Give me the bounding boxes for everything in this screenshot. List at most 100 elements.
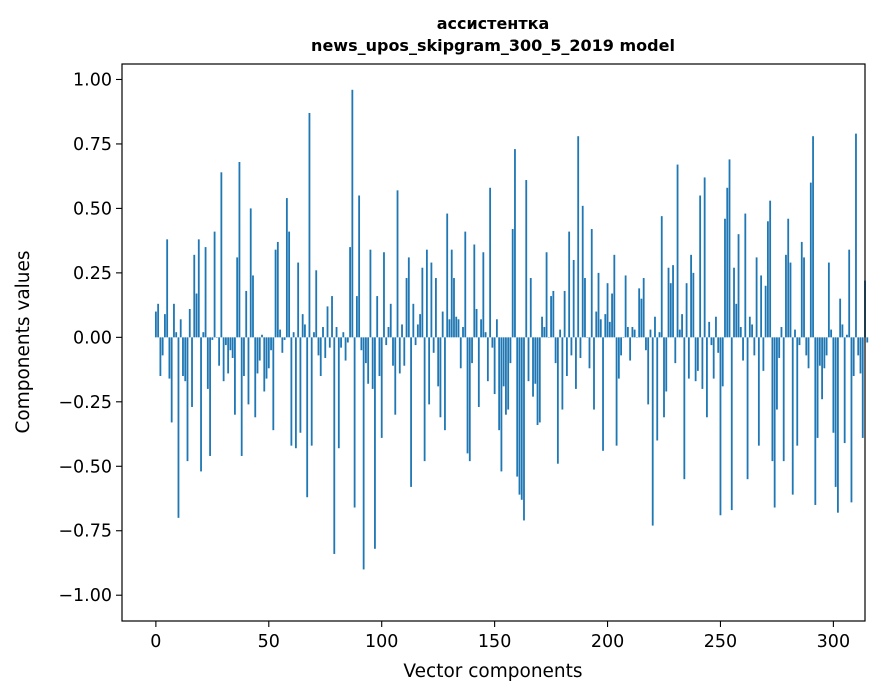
bar (626, 327, 629, 338)
bar (685, 283, 688, 338)
bar (353, 337, 356, 508)
bar (827, 262, 830, 338)
bar (380, 337, 383, 438)
bar (292, 332, 295, 338)
bar (665, 337, 668, 392)
bar (477, 337, 480, 407)
bar (245, 290, 248, 338)
bar (220, 172, 223, 338)
bar (378, 337, 381, 377)
bar (365, 337, 367, 364)
bar (660, 216, 663, 338)
bar (764, 285, 767, 338)
bar (737, 234, 740, 338)
bar (335, 327, 338, 338)
bar (170, 337, 173, 423)
bar (708, 321, 711, 338)
bar (771, 337, 774, 462)
bar (597, 272, 600, 338)
bar (243, 337, 245, 377)
bar (159, 337, 162, 377)
bar (773, 337, 776, 508)
bar (473, 244, 476, 338)
bar (213, 231, 216, 338)
bar (367, 337, 370, 384)
bar (724, 218, 726, 338)
bar (489, 187, 492, 338)
bar (683, 337, 686, 480)
bar (602, 337, 604, 451)
bar (200, 337, 202, 472)
bar (692, 272, 695, 338)
bar (337, 337, 340, 449)
bar (681, 314, 683, 338)
bar (229, 337, 232, 351)
bar (866, 337, 869, 343)
bar (855, 133, 857, 338)
bar (502, 337, 505, 387)
bar (590, 229, 593, 338)
bar (495, 319, 498, 338)
y-tick-label: 0.00 (73, 328, 112, 348)
bar (715, 316, 717, 338)
x-tick-label: 300 (817, 632, 850, 652)
bar (491, 337, 494, 348)
bar (297, 262, 300, 338)
bar (252, 275, 254, 338)
bar (234, 337, 236, 415)
bar (645, 337, 647, 351)
bar (193, 254, 196, 338)
bar (584, 278, 586, 338)
bar (294, 337, 297, 449)
bar (606, 283, 609, 338)
bar (240, 337, 243, 456)
bar (807, 337, 810, 369)
bar (446, 213, 449, 338)
bar (349, 247, 351, 338)
bar (859, 337, 862, 374)
bar (249, 208, 252, 338)
bar (812, 136, 814, 338)
x-tick-label: 50 (258, 632, 280, 652)
bar (419, 314, 422, 338)
bar (552, 290, 555, 338)
bar (593, 337, 595, 410)
bar (719, 337, 722, 516)
bar (186, 337, 189, 462)
bar (658, 332, 661, 338)
bar (441, 311, 444, 338)
x-tick-label: 250 (704, 632, 737, 652)
bar (182, 337, 184, 377)
bar (523, 337, 525, 521)
bar (848, 249, 851, 338)
bar (640, 298, 643, 338)
bar (667, 267, 670, 338)
bar (423, 337, 426, 462)
bar (850, 337, 853, 503)
bar (383, 252, 385, 338)
bar (766, 221, 769, 338)
bar (818, 337, 821, 366)
bar (493, 337, 496, 395)
bar (841, 324, 844, 338)
y-axis-label: Components values (13, 250, 34, 433)
bar (396, 190, 399, 338)
bar (556, 337, 559, 464)
bar (412, 303, 415, 338)
bar (385, 337, 388, 346)
bar (608, 321, 611, 338)
bar (514, 149, 516, 338)
bar (319, 337, 322, 377)
bar (762, 337, 765, 371)
bar (274, 249, 277, 338)
bar (459, 337, 462, 369)
bar (678, 329, 681, 338)
bar (588, 337, 591, 369)
bar (175, 332, 178, 338)
bar (407, 257, 410, 338)
bar (701, 337, 704, 389)
bar (834, 337, 837, 487)
bar (276, 241, 279, 338)
bar (800, 241, 803, 338)
bar (699, 195, 702, 338)
